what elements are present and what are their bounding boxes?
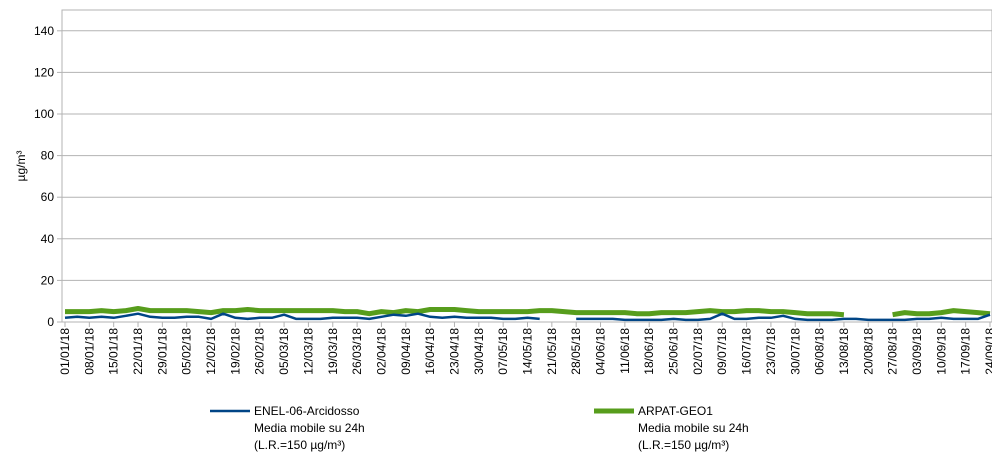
x-tick-label: 02/07/18: [691, 328, 705, 375]
y-tick-label: 0: [47, 315, 54, 329]
x-tick-label: 01/01/18: [58, 328, 72, 375]
x-tick-label: 04/06/18: [594, 328, 608, 375]
y-tick-label: 20: [41, 273, 55, 287]
x-tick-label: 17/09/18: [959, 328, 973, 375]
x-tick-label: 22/01/18: [131, 328, 145, 375]
x-tick-label: 25/06/18: [667, 328, 681, 375]
legend-description: (L.R.=150 µg/m³): [254, 438, 345, 452]
x-tick-label: 11/06/18: [618, 328, 632, 374]
x-tick-label: 16/04/18: [423, 328, 437, 375]
x-tick-label: 28/05/18: [569, 328, 583, 375]
x-tick-label: 27/08/18: [886, 328, 900, 375]
x-tick-label: 26/02/18: [253, 328, 267, 375]
y-tick-label: 120: [34, 65, 54, 79]
x-tick-label: 20/08/18: [861, 328, 875, 375]
y-tick-label: 80: [41, 149, 55, 163]
legend-label: ENEL-06-Arcidosso: [254, 404, 360, 418]
series-line: [65, 306, 991, 318]
legend-description: Media mobile su 24h: [638, 421, 749, 435]
x-tick-label: 09/07/18: [715, 328, 729, 375]
x-tick-label: 08/01/18: [82, 328, 96, 375]
x-tick-label: 13/08/18: [837, 328, 851, 375]
x-tick-label: 23/04/18: [447, 328, 461, 375]
x-tick-label: 14/05/18: [521, 328, 535, 375]
x-tick-label: 05/03/18: [277, 328, 291, 375]
x-tick-label: 12/02/18: [204, 328, 218, 375]
x-tick-label: 02/04/18: [374, 328, 388, 375]
x-tick-label: 30/07/18: [788, 328, 802, 375]
x-tick-label: 03/09/18: [910, 328, 924, 375]
x-tick-label: 15/01/18: [107, 328, 121, 375]
y-tick-label: 100: [34, 107, 54, 121]
x-tick-label: 09/04/18: [399, 328, 413, 375]
x-tick-label: 18/06/18: [642, 328, 656, 375]
x-tick-label: 23/07/18: [764, 328, 778, 375]
x-tick-label: 29/01/18: [155, 328, 169, 375]
y-tick-label: 60: [41, 190, 55, 204]
x-tick-label: 26/03/18: [350, 328, 364, 375]
x-tick-label: 16/07/18: [740, 328, 754, 375]
legend-description: (L.R.=150 µg/m³): [638, 438, 729, 452]
y-axis-label: µg/m³: [14, 151, 28, 182]
legend-description: Media mobile su 24h: [254, 421, 365, 435]
x-tick-label: 30/04/18: [472, 328, 486, 375]
x-tick-label: 19/02/18: [228, 328, 242, 375]
x-tick-label: 12/03/18: [301, 328, 315, 375]
y-tick-label: 140: [34, 24, 54, 38]
plot-frame: [61, 9, 992, 323]
legend-label: ARPAT-GEO1: [638, 404, 713, 418]
x-tick-label: 06/08/18: [813, 328, 827, 375]
x-tick-label: 05/02/18: [180, 328, 194, 375]
x-tick-label: 19/03/18: [326, 328, 340, 375]
x-tick-label: 10/09/18: [934, 328, 948, 375]
x-tick-label: 21/05/18: [545, 328, 559, 375]
series-line: [64, 312, 991, 322]
y-tick-label: 40: [41, 232, 55, 246]
x-tick-label: 24/09/18: [983, 328, 992, 375]
x-tick-label: 07/05/18: [496, 328, 510, 375]
